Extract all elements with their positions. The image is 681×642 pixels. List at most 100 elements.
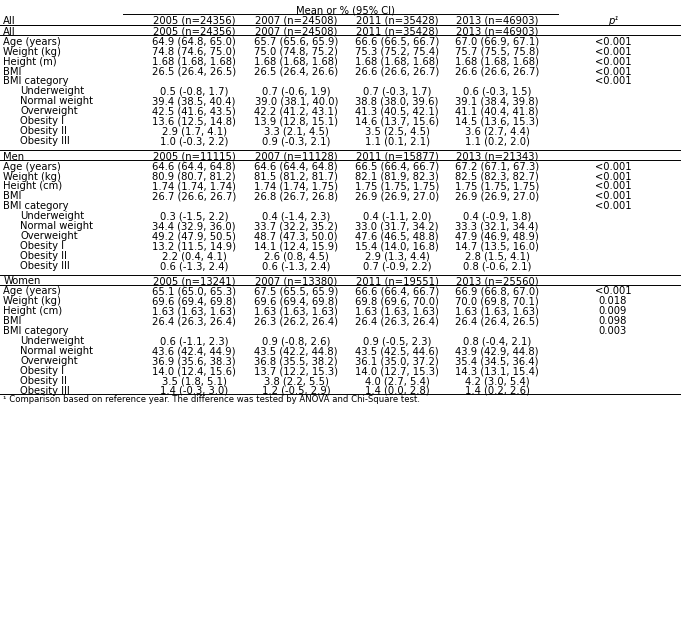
Text: Men: Men (3, 152, 25, 162)
Text: BMI category: BMI category (3, 202, 69, 211)
Text: 42.5 (41.6, 43.5): 42.5 (41.6, 43.5) (153, 107, 236, 116)
Text: All: All (3, 27, 16, 37)
Text: Overweight: Overweight (20, 231, 78, 241)
Text: <0.001: <0.001 (595, 37, 631, 47)
Text: 0.9 (-0.3, 2.1): 0.9 (-0.3, 2.1) (262, 136, 330, 146)
Text: 2005 (n=13241): 2005 (n=13241) (153, 277, 236, 286)
Text: Obesity I: Obesity I (20, 116, 65, 126)
Text: 26.4 (26.4, 26.5): 26.4 (26.4, 26.5) (455, 317, 539, 326)
Text: <0.001: <0.001 (595, 191, 631, 202)
Text: 14.7 (13.5, 16.0): 14.7 (13.5, 16.0) (455, 241, 539, 251)
Text: Age (years): Age (years) (3, 286, 61, 297)
Text: 26.9 (26.9, 27.0): 26.9 (26.9, 27.0) (355, 191, 439, 202)
Text: Weight (kg): Weight (kg) (3, 297, 61, 306)
Text: 35.4 (34.5, 36.4): 35.4 (34.5, 36.4) (456, 356, 539, 366)
Text: 0.9 (-0.5, 2.3): 0.9 (-0.5, 2.3) (363, 336, 431, 346)
Text: 2007 (n=24508): 2007 (n=24508) (255, 27, 337, 37)
Text: 1.4 (0.2, 2.6): 1.4 (0.2, 2.6) (464, 386, 530, 396)
Text: 0.5 (-0.8, 1.7): 0.5 (-0.8, 1.7) (160, 87, 228, 96)
Text: 26.8 (26.7, 26.8): 26.8 (26.7, 26.8) (254, 191, 338, 202)
Text: <0.001: <0.001 (595, 171, 631, 182)
Text: 3.5 (2.5, 4.5): 3.5 (2.5, 4.5) (364, 126, 430, 136)
Text: 14.5 (13.6, 15.3): 14.5 (13.6, 15.3) (455, 116, 539, 126)
Text: 14.1 (12.4, 15.9): 14.1 (12.4, 15.9) (254, 241, 338, 251)
Text: 43.5 (42.2, 44.8): 43.5 (42.2, 44.8) (255, 346, 338, 356)
Text: 3.5 (1.8, 5.1): 3.5 (1.8, 5.1) (161, 376, 227, 386)
Text: 1.63 (1.63, 1.63): 1.63 (1.63, 1.63) (254, 306, 338, 317)
Text: <0.001: <0.001 (595, 56, 631, 67)
Text: 1.74 (1.74, 1.75): 1.74 (1.74, 1.75) (254, 182, 338, 191)
Text: Underweight: Underweight (20, 336, 84, 346)
Text: 39.4 (38.5, 40.4): 39.4 (38.5, 40.4) (153, 96, 236, 107)
Text: 34.4 (32.9, 36.0): 34.4 (32.9, 36.0) (153, 221, 236, 231)
Text: 82.1 (81.9, 82.3): 82.1 (81.9, 82.3) (355, 171, 439, 182)
Text: 2007 (n=13380): 2007 (n=13380) (255, 277, 337, 286)
Text: 2.2 (0.4, 4.1): 2.2 (0.4, 4.1) (161, 251, 227, 261)
Text: 2011 (n=35428): 2011 (n=35428) (355, 16, 439, 26)
Text: 0.009: 0.009 (599, 306, 627, 317)
Text: 1.68 (1.68, 1.68): 1.68 (1.68, 1.68) (152, 56, 236, 67)
Text: Weight (kg): Weight (kg) (3, 171, 61, 182)
Text: 1.68 (1.68, 1.68): 1.68 (1.68, 1.68) (355, 56, 439, 67)
Text: 42.2 (41.2, 43.1): 42.2 (41.2, 43.1) (255, 107, 338, 116)
Text: 33.7 (32.2, 35.2): 33.7 (32.2, 35.2) (255, 221, 338, 231)
Text: 2.9 (1.7, 4.1): 2.9 (1.7, 4.1) (161, 126, 227, 136)
Text: 1.63 (1.63, 1.63): 1.63 (1.63, 1.63) (455, 306, 539, 317)
Text: 82.5 (82.3, 82.7): 82.5 (82.3, 82.7) (456, 171, 539, 182)
Text: 26.7 (26.6, 26.7): 26.7 (26.6, 26.7) (152, 191, 236, 202)
Text: 2007 (n=11128): 2007 (n=11128) (255, 152, 338, 162)
Text: 3.6 (2.7, 4.4): 3.6 (2.7, 4.4) (464, 126, 530, 136)
Text: Obesity I: Obesity I (20, 241, 65, 251)
Text: 69.6 (69.4, 69.8): 69.6 (69.4, 69.8) (254, 297, 338, 306)
Text: 80.9 (80.7, 81.2): 80.9 (80.7, 81.2) (153, 171, 236, 182)
Text: 1.75 (1.75, 1.75): 1.75 (1.75, 1.75) (455, 182, 539, 191)
Text: 14.0 (12.4, 15.6): 14.0 (12.4, 15.6) (152, 366, 236, 376)
Text: 41.3 (40.5, 42.1): 41.3 (40.5, 42.1) (355, 107, 439, 116)
Text: 0.6 (-0.3, 1.5): 0.6 (-0.3, 1.5) (463, 87, 531, 96)
Text: 2013 (n=46903): 2013 (n=46903) (456, 27, 538, 37)
Text: 26.5 (26.4, 26.5): 26.5 (26.4, 26.5) (152, 67, 236, 76)
Text: 26.5 (26.4, 26.6): 26.5 (26.4, 26.6) (254, 67, 338, 76)
Text: 48.7 (47.3, 50.0): 48.7 (47.3, 50.0) (255, 231, 338, 241)
Text: 14.3 (13.1, 15.4): 14.3 (13.1, 15.4) (456, 366, 539, 376)
Text: 67.2 (67.1, 67.3): 67.2 (67.1, 67.3) (455, 162, 539, 171)
Text: Obesity III: Obesity III (20, 136, 70, 146)
Text: 65.7 (65.6, 65.9): 65.7 (65.6, 65.9) (254, 37, 338, 47)
Text: 47.6 (46.5, 48.8): 47.6 (46.5, 48.8) (355, 231, 439, 241)
Text: 2.6 (0.8, 4.5): 2.6 (0.8, 4.5) (264, 251, 329, 261)
Text: 0.3 (-1.5, 2.2): 0.3 (-1.5, 2.2) (160, 211, 228, 221)
Text: 0.4 (-1.1, 2.0): 0.4 (-1.1, 2.0) (363, 211, 431, 221)
Text: 64.9 (64.8, 65.0): 64.9 (64.8, 65.0) (153, 37, 236, 47)
Text: 3.3 (2.1, 4.5): 3.3 (2.1, 4.5) (264, 126, 329, 136)
Text: p¹: p¹ (607, 16, 618, 26)
Text: 2005 (n=24356): 2005 (n=24356) (153, 16, 236, 26)
Text: 0.003: 0.003 (599, 326, 627, 336)
Text: Height (cm): Height (cm) (3, 182, 63, 191)
Text: Obesity II: Obesity II (20, 251, 67, 261)
Text: <0.001: <0.001 (595, 76, 631, 87)
Text: <0.001: <0.001 (595, 67, 631, 76)
Text: 26.4 (26.3, 26.4): 26.4 (26.3, 26.4) (355, 317, 439, 326)
Text: 1.2 (-0.5, 2.9): 1.2 (-0.5, 2.9) (262, 386, 330, 396)
Text: 2.8 (1.5, 4.1): 2.8 (1.5, 4.1) (464, 251, 530, 261)
Text: 1.1 (0.1, 2.1): 1.1 (0.1, 2.1) (364, 136, 430, 146)
Text: 39.0 (38.1, 40.0): 39.0 (38.1, 40.0) (255, 96, 338, 107)
Text: 66.6 (66.5, 66.7): 66.6 (66.5, 66.7) (355, 37, 439, 47)
Text: 0.7 (-0.9, 2.2): 0.7 (-0.9, 2.2) (363, 261, 431, 271)
Text: 0.7 (-0.6, 1.9): 0.7 (-0.6, 1.9) (262, 87, 330, 96)
Text: BMI category: BMI category (3, 76, 69, 87)
Text: 2011 (n=35428): 2011 (n=35428) (355, 27, 439, 37)
Text: 1.4 (0.0, 2.8): 1.4 (0.0, 2.8) (365, 386, 429, 396)
Text: 38.8 (38.0, 39.6): 38.8 (38.0, 39.6) (355, 96, 439, 107)
Text: Age (years): Age (years) (3, 162, 61, 171)
Text: 4.0 (2.7, 5.4): 4.0 (2.7, 5.4) (364, 376, 430, 386)
Text: 26.3 (26.2, 26.4): 26.3 (26.2, 26.4) (254, 317, 338, 326)
Text: 66.9 (66.8, 67.0): 66.9 (66.8, 67.0) (455, 286, 539, 297)
Text: 1.63 (1.63, 1.63): 1.63 (1.63, 1.63) (355, 306, 439, 317)
Text: 3.8 (2.2, 5.5): 3.8 (2.2, 5.5) (264, 376, 329, 386)
Text: 1.1 (0.2, 2.0): 1.1 (0.2, 2.0) (464, 136, 530, 146)
Text: Obesity II: Obesity II (20, 126, 67, 136)
Text: 0.6 (-1.3, 2.4): 0.6 (-1.3, 2.4) (262, 261, 330, 271)
Text: Height (m): Height (m) (3, 56, 57, 67)
Text: 2.9 (1.3, 4.4): 2.9 (1.3, 4.4) (364, 251, 430, 261)
